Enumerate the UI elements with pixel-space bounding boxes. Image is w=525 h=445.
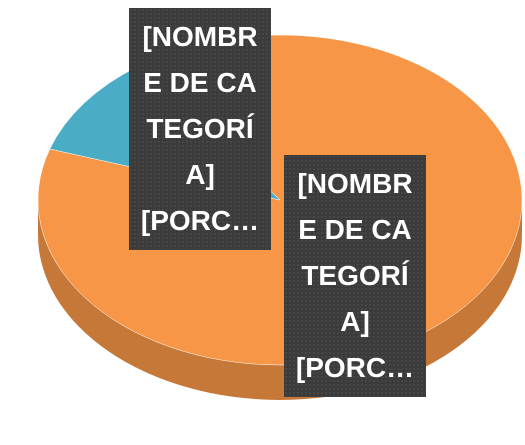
data-label: [NOMBRE DE CATEGORÍA] [PORC… [129,8,271,250]
value-label: [PORC… [295,352,415,383]
category-label: [NOMBRE DE CATEGORÍA] [142,21,258,190]
category-label: [NOMBRE DE CATEGORÍA] [297,168,413,337]
data-label: [NOMBRE DE CATEGORÍA] [PORC… [284,155,426,397]
value-label: [PORC… [140,205,260,236]
